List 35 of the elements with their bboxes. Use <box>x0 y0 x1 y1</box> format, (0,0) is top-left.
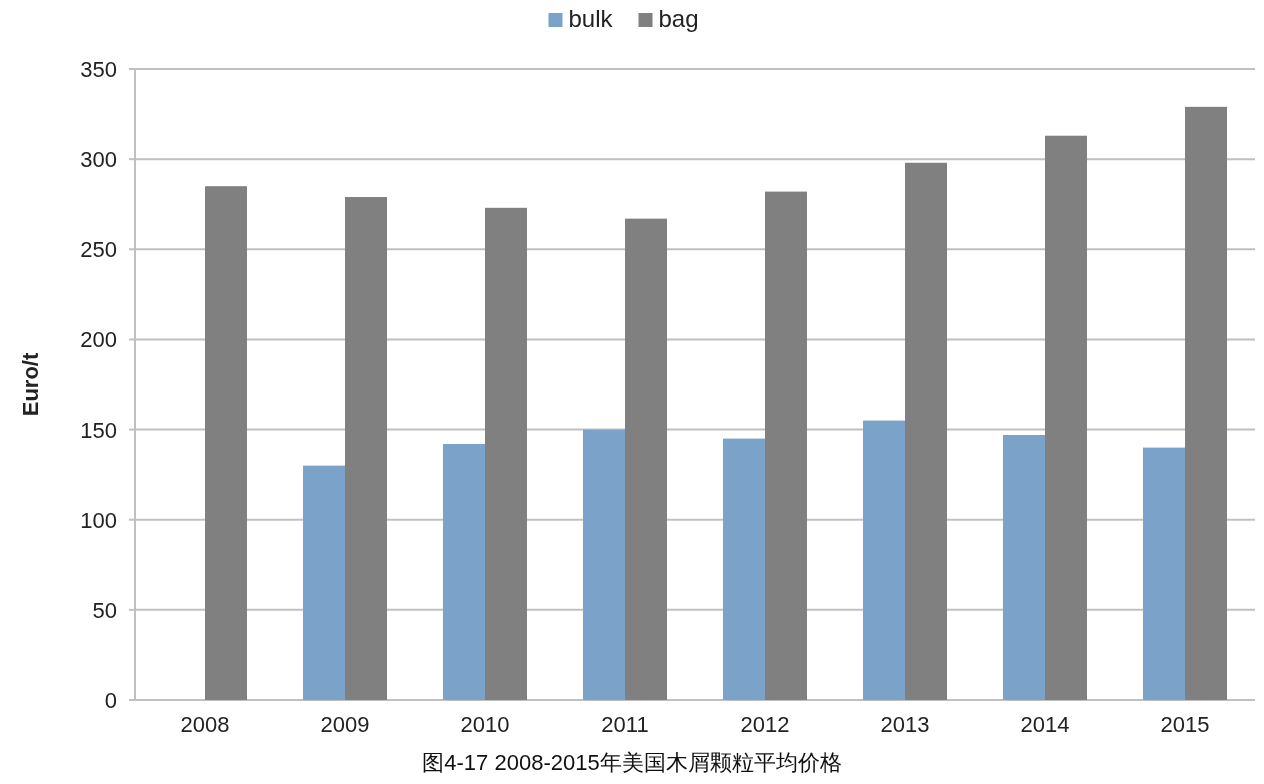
x-tick-label: 2010 <box>460 712 510 737</box>
bar <box>1003 434 1045 700</box>
y-tick-label: 250 <box>80 237 117 263</box>
x-tick-label: 2009 <box>320 712 370 737</box>
bar <box>1185 106 1227 700</box>
bar <box>583 429 625 700</box>
y-tick-label: 0 <box>104 688 117 713</box>
bar <box>1045 135 1087 700</box>
y-axis-title: Euro/t <box>18 352 43 417</box>
bar <box>205 186 247 700</box>
bar <box>723 438 765 700</box>
bar <box>443 443 485 700</box>
y-tick-label: 350 <box>80 57 117 82</box>
legend-label: bag <box>658 5 699 32</box>
bar <box>905 162 947 700</box>
bar <box>765 191 807 700</box>
x-tick-label: 2014 <box>1020 712 1070 737</box>
bar <box>485 207 527 700</box>
bar <box>863 420 905 700</box>
bar <box>303 465 345 700</box>
x-tick-label: 2015 <box>1160 712 1210 737</box>
bar <box>345 197 387 700</box>
x-tick-label: 2011 <box>601 712 649 737</box>
y-tick-label: 150 <box>80 417 117 443</box>
x-tick-label: 2013 <box>880 712 930 737</box>
x-tick-label: 2012 <box>740 712 790 737</box>
y-tick-label: 100 <box>80 507 117 533</box>
bar <box>1143 447 1185 700</box>
legend-label: bulk <box>568 5 614 32</box>
x-tick-label: 2008 <box>180 712 230 737</box>
y-tick-label: 300 <box>80 147 117 173</box>
caption: 图4-17 2008-2015年美国木屑颗粒平均价格 <box>422 750 842 775</box>
bar <box>625 218 667 700</box>
y-tick-label: 50 <box>92 597 117 623</box>
y-tick-label: 200 <box>80 327 117 353</box>
